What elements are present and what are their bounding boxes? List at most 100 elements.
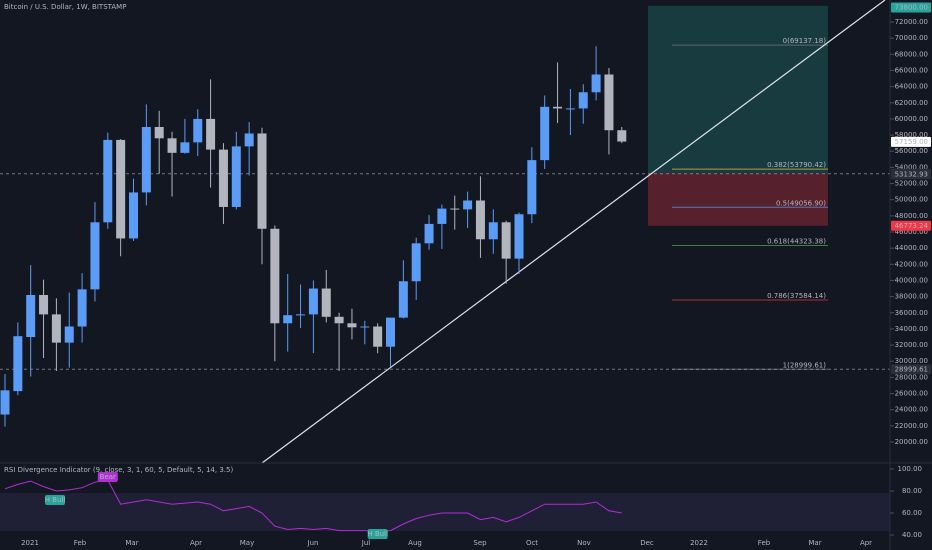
candle-body xyxy=(463,200,473,210)
x-tick-label: Oct xyxy=(526,539,538,547)
price-tag xyxy=(891,364,931,375)
x-tick-label: May xyxy=(240,539,254,547)
y-tick-label: 80.00 xyxy=(902,487,922,495)
candle-body xyxy=(90,222,100,290)
layer xyxy=(0,5,890,370)
price-tag-label: 28999.61 xyxy=(895,365,928,373)
candle-body xyxy=(617,130,627,142)
y-tick-label: 72000.00 xyxy=(895,18,928,26)
signal-badge xyxy=(97,472,118,482)
stop-zone xyxy=(648,173,828,226)
candle-body xyxy=(514,214,524,259)
x-tick-label: 2022 xyxy=(690,539,708,547)
x-tick-label: Jul xyxy=(361,539,371,547)
price-tag xyxy=(891,169,931,180)
signal-label: H Bull xyxy=(45,496,66,504)
chart-title: Bitcoin / U.S. Dollar, 1W, BITSTAMP xyxy=(4,3,126,11)
y-tick-label: 22000.00 xyxy=(895,422,928,430)
candle-body xyxy=(77,289,87,327)
y-tick-label: 20000.00 xyxy=(895,438,928,446)
candle-body xyxy=(386,317,395,347)
y-tick-label: 24000.00 xyxy=(895,406,928,414)
x-tick-label: Sep xyxy=(473,539,487,547)
y-tick-label: 58000.00 xyxy=(895,131,928,139)
x-tick-label: Jun xyxy=(307,539,319,547)
candle-body xyxy=(193,118,203,143)
x-tick-label: Feb xyxy=(758,539,771,547)
y-tick-label: 60.00 xyxy=(902,509,922,517)
y-tick-label: 60000.00 xyxy=(895,115,928,123)
candle-body xyxy=(540,106,550,161)
candle-body xyxy=(321,288,331,317)
y-tick-label: 42000.00 xyxy=(895,260,928,268)
x-tick-label: Aug xyxy=(408,539,422,547)
y-tick-label: 38000.00 xyxy=(895,293,928,301)
candle-body xyxy=(257,133,267,229)
candle-body xyxy=(373,326,383,347)
price-tag-label: 57159.00 xyxy=(895,138,928,146)
rsi-band xyxy=(0,493,890,531)
trend-line xyxy=(261,0,886,464)
candle-body xyxy=(26,295,36,337)
candle-body xyxy=(13,336,23,392)
rsi-label: RSI Divergence Indicator (9, close, 3, 1… xyxy=(4,466,233,474)
y-tick-label: 100.00 xyxy=(898,465,923,473)
y-tick-label: 46000.00 xyxy=(895,228,928,236)
candle-body xyxy=(450,208,460,210)
candle-body xyxy=(360,326,370,328)
candle-body xyxy=(64,326,74,343)
y-tick-label: 54000.00 xyxy=(895,163,928,171)
y-tick-label: 32000.00 xyxy=(895,341,928,349)
y-tick-label: 68000.00 xyxy=(895,50,928,58)
candle-body xyxy=(437,208,447,224)
candle-body xyxy=(206,118,216,150)
y-tick-label: 66000.00 xyxy=(895,66,928,74)
candle-body xyxy=(308,288,318,315)
candle-body xyxy=(103,139,113,223)
signal-label: Bear xyxy=(100,473,116,481)
candle-body xyxy=(244,133,254,147)
fib-label: 0.382(53790.42) xyxy=(767,161,826,169)
candle-body xyxy=(231,146,241,207)
candle-body xyxy=(527,160,537,215)
price-tag xyxy=(891,220,931,231)
candle-body xyxy=(129,192,138,239)
y-tick-label: 40000.00 xyxy=(895,276,928,284)
x-tick-label: 2021 xyxy=(21,539,39,547)
price-tag xyxy=(891,136,931,147)
target-zone xyxy=(648,5,828,174)
x-tick-label: Mar xyxy=(808,539,821,547)
y-tick-label: 26000.00 xyxy=(895,390,928,398)
y-tick-label: 50000.00 xyxy=(895,196,928,204)
fib-label: 0.5(49056.90) xyxy=(776,199,826,207)
y-tick-label: 30000.00 xyxy=(895,357,928,365)
x-tick-label: Feb xyxy=(74,539,87,547)
candle-body xyxy=(283,315,293,324)
price-tag-label: 73800.00 xyxy=(895,3,928,11)
y-tick-label: 40.00 xyxy=(902,531,922,539)
fib-label: 1(28999.61) xyxy=(783,361,827,369)
candle-body xyxy=(180,142,190,153)
fib-label: 0.618(44323.38) xyxy=(767,238,826,246)
x-tick-label: Nov xyxy=(577,539,591,547)
candle-body xyxy=(218,149,228,207)
candle-body xyxy=(334,316,344,324)
candle-body xyxy=(296,314,306,316)
candle-body xyxy=(398,281,408,318)
candle-body xyxy=(501,222,511,259)
candle-body xyxy=(141,127,151,193)
signal-label: H Bull xyxy=(367,530,388,538)
candle-body xyxy=(424,223,434,244)
candle-body xyxy=(167,138,177,153)
y-tick-label: 64000.00 xyxy=(895,83,928,91)
fib-label: 0(69137.18) xyxy=(783,37,827,45)
candle-body xyxy=(347,323,357,328)
candle-body xyxy=(0,390,10,415)
candle-body xyxy=(604,74,614,131)
y-tick-label: 70000.00 xyxy=(895,34,928,42)
candle-body xyxy=(553,106,563,109)
y-tick-label: 52000.00 xyxy=(895,180,928,188)
y-tick-label: 44000.00 xyxy=(895,244,928,252)
